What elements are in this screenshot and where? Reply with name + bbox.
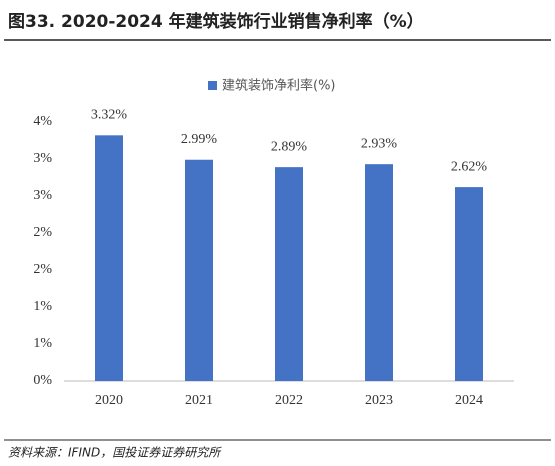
x-tick-label: 2023 — [365, 393, 393, 408]
y-tick-label: 4% — [33, 114, 52, 129]
x-tick-label: 2022 — [275, 393, 303, 408]
y-tick-label: 1% — [33, 299, 52, 314]
data-label: 2.93% — [361, 136, 398, 151]
data-label: 2.99% — [181, 132, 218, 147]
bar — [185, 159, 213, 381]
legend-swatch — [208, 81, 217, 90]
bar — [455, 187, 483, 381]
y-tick-label: 3% — [33, 151, 52, 166]
y-tick-label: 0% — [33, 373, 52, 388]
legend-label: 建筑装饰净利率(%) — [222, 78, 336, 94]
data-label: 2.62% — [451, 159, 488, 174]
x-tick-label: 2020 — [95, 393, 123, 408]
source: 资料来源：IFIND，国投证券证券研究所 — [8, 446, 222, 460]
x-tick-label: 2021 — [185, 393, 213, 408]
y-tick-label: 3% — [33, 188, 52, 203]
data-label: 2.89% — [271, 139, 308, 154]
y-tick-label: 2% — [33, 262, 52, 277]
y-tick-label: 2% — [33, 225, 52, 240]
y-tick-label: 1% — [33, 336, 52, 351]
bar — [275, 167, 303, 381]
x-tick-label: 2024 — [455, 393, 483, 408]
bar — [365, 164, 393, 381]
bar — [95, 135, 123, 381]
chart-title: 图33. 2020-2024 年建筑装饰行业销售净利率（%） — [8, 11, 424, 32]
data-label: 3.32% — [91, 108, 128, 123]
